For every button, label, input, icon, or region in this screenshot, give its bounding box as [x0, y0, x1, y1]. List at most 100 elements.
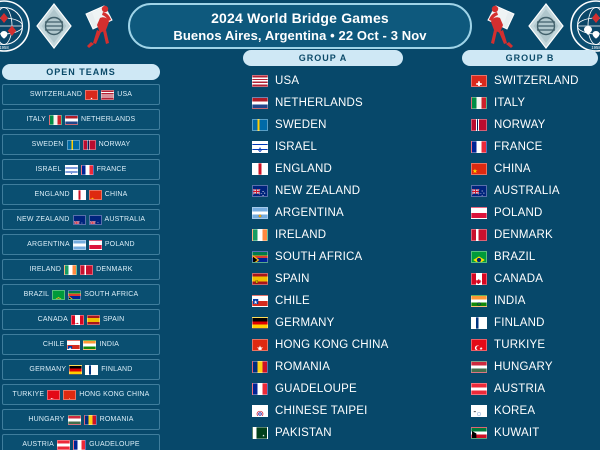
flag-icon	[471, 317, 487, 329]
group-b-team-row[interactable]: KOREA	[471, 400, 599, 422]
group-a-team-row[interactable]: ENGLAND	[252, 158, 432, 180]
pairing-team-left: ARGENTINA	[27, 241, 70, 248]
group-b-team-row[interactable]: KUWAIT	[471, 422, 599, 444]
flag-icon	[471, 361, 487, 373]
pairing-row[interactable]: TURKIYE HONG KONG CHINA	[2, 384, 160, 405]
pairing-row[interactable]: ITALY NETHERLANDS	[2, 109, 160, 130]
group-b-team-row[interactable]: TURKIYE	[471, 334, 599, 356]
team-name: FRANCE	[494, 141, 543, 153]
flag-icon	[252, 185, 268, 197]
group-a-team-row[interactable]: HONG KONG CHINA	[252, 334, 432, 356]
event-title: 2024 World Bridge Games	[211, 9, 389, 26]
group-a-team-row[interactable]: USA	[252, 70, 432, 92]
group-b-team-list: SWITZERLAND ITALY NORWAY FRANCE CHINA AUSTRAL…	[471, 70, 599, 444]
team-name: PAKISTAN	[275, 427, 332, 439]
pairing-row[interactable]: SWITZERLAND USA	[2, 84, 160, 105]
group-a-team-list: USA NETHERLANDS SWEDEN ISRAEL ENGLAND NEW ZEA…	[252, 70, 432, 444]
group-b-team-row[interactable]: DENMARK	[471, 224, 599, 246]
group-a-team-row[interactable]: NEW ZEALAND	[252, 180, 432, 202]
group-b-team-row[interactable]: CHINA	[471, 158, 599, 180]
flag-icon	[471, 75, 487, 87]
team-name: NEW ZEALAND	[275, 185, 361, 197]
team-name: GERMANY	[275, 317, 335, 329]
pairing-row[interactable]: ENGLAND CHINA	[2, 184, 160, 205]
group-b-team-row[interactable]: HUNGARY	[471, 356, 599, 378]
tango-dancers-icon	[85, 5, 113, 48]
group-b-team-row[interactable]: AUSTRALIA	[471, 180, 599, 202]
pairing-team-right: FRANCE	[96, 166, 127, 173]
flag-icon	[85, 89, 99, 100]
group-a-team-row[interactable]: SPAIN	[252, 268, 432, 290]
group-a-team-row[interactable]: CHILE	[252, 290, 432, 312]
group-b-team-row[interactable]: INDIA	[471, 290, 599, 312]
team-name: CHILE	[275, 295, 310, 307]
group-a-team-row[interactable]: GERMANY	[252, 312, 432, 334]
flag-icon	[63, 389, 77, 400]
group-a-team-row[interactable]: SWEDEN	[252, 114, 432, 136]
group-b-team-row[interactable]: ITALY	[471, 92, 599, 114]
pairing-team-right: INDIA	[99, 341, 120, 348]
flag-icon	[471, 383, 487, 395]
group-b-team-row[interactable]: NORWAY	[471, 114, 599, 136]
group-b-team-row[interactable]: CANADA	[471, 268, 599, 290]
pairing-row[interactable]: CHILE INDIA	[2, 334, 160, 355]
group-b-team-row[interactable]: SWITZERLAND	[471, 70, 599, 92]
pairing-team-left: IRELAND	[29, 266, 62, 273]
group-b-team-row[interactable]: BRAZIL	[471, 246, 599, 268]
pairing-row[interactable]: ISRAEL FRANCE	[2, 159, 160, 180]
group-b-team-row[interactable]: AUSTRIA	[471, 378, 599, 400]
group-b-team-row[interactable]: FRANCE	[471, 136, 599, 158]
group-a-team-row[interactable]: ROMANIA	[252, 356, 432, 378]
flag-icon	[86, 314, 100, 325]
pairing-row[interactable]: HUNGARY ROMANIA	[2, 409, 160, 430]
svg-text:1958: 1958	[591, 45, 600, 50]
team-name: CANADA	[494, 273, 544, 285]
group-a-team-row[interactable]: SOUTH AFRICA	[252, 246, 432, 268]
flag-icon	[88, 189, 102, 200]
pairing-row[interactable]: NEW ZEALAND AUSTRALIA	[2, 209, 160, 230]
pairing-team-left: HUNGARY	[28, 416, 65, 423]
flag-icon	[252, 295, 268, 307]
flag-icon	[252, 405, 268, 417]
pairing-team-right: DENMARK	[96, 266, 133, 273]
flag-icon	[72, 189, 86, 200]
flag-icon	[252, 339, 268, 351]
pairing-row[interactable]: SWEDEN NORWAY	[2, 134, 160, 155]
group-b-team-row[interactable]: POLAND	[471, 202, 599, 224]
group-a-team-row[interactable]: PAKISTAN	[252, 422, 432, 444]
pairing-team-right: NORWAY	[98, 141, 131, 148]
pairing-row[interactable]: IRELAND DENMARK	[2, 259, 160, 280]
pairing-team-left: ITALY	[26, 116, 47, 123]
flag-icon	[88, 239, 102, 250]
pairing-row[interactable]: BRAZIL SOUTH AFRICA	[2, 284, 160, 305]
pairing-team-right: USA	[117, 91, 133, 98]
pairing-row[interactable]: CANADA SPAIN	[2, 309, 160, 330]
team-name: IRELAND	[275, 229, 327, 241]
flag-icon	[471, 295, 487, 307]
flag-icon	[252, 317, 268, 329]
flag-icon	[471, 119, 487, 131]
group-a-team-row[interactable]: ARGENTINA	[252, 202, 432, 224]
group-a-team-row[interactable]: GUADELOUPE	[252, 378, 432, 400]
pairing-row[interactable]: AUSTRIA GUADELOUPE	[2, 434, 160, 450]
flag-icon	[471, 339, 487, 351]
team-name: KUWAIT	[494, 427, 540, 439]
group-a-team-row[interactable]: CHINESE TAIPEI	[252, 400, 432, 422]
pairing-team-left: CANADA	[37, 316, 68, 323]
flag-icon	[52, 289, 66, 300]
group-a-team-row[interactable]: NETHERLANDS	[252, 92, 432, 114]
flag-icon	[88, 214, 102, 225]
group-b-team-row[interactable]: FINLAND	[471, 312, 599, 334]
flag-icon	[82, 139, 96, 150]
pairing-row[interactable]: ARGENTINA POLAND	[2, 234, 160, 255]
flag-icon	[471, 405, 487, 417]
flag-icon	[252, 383, 268, 395]
team-name: HONG KONG CHINA	[275, 339, 389, 351]
wbf-globe-logo: 1958	[570, 0, 600, 52]
team-name: SWITZERLAND	[494, 75, 579, 87]
pairing-row[interactable]: GERMANY FINLAND	[2, 359, 160, 380]
pairing-team-left: NEW ZEALAND	[16, 216, 70, 223]
group-a-team-row[interactable]: IRELAND	[252, 224, 432, 246]
group-a-team-row[interactable]: ISRAEL	[252, 136, 432, 158]
team-name: CHINA	[494, 163, 531, 175]
